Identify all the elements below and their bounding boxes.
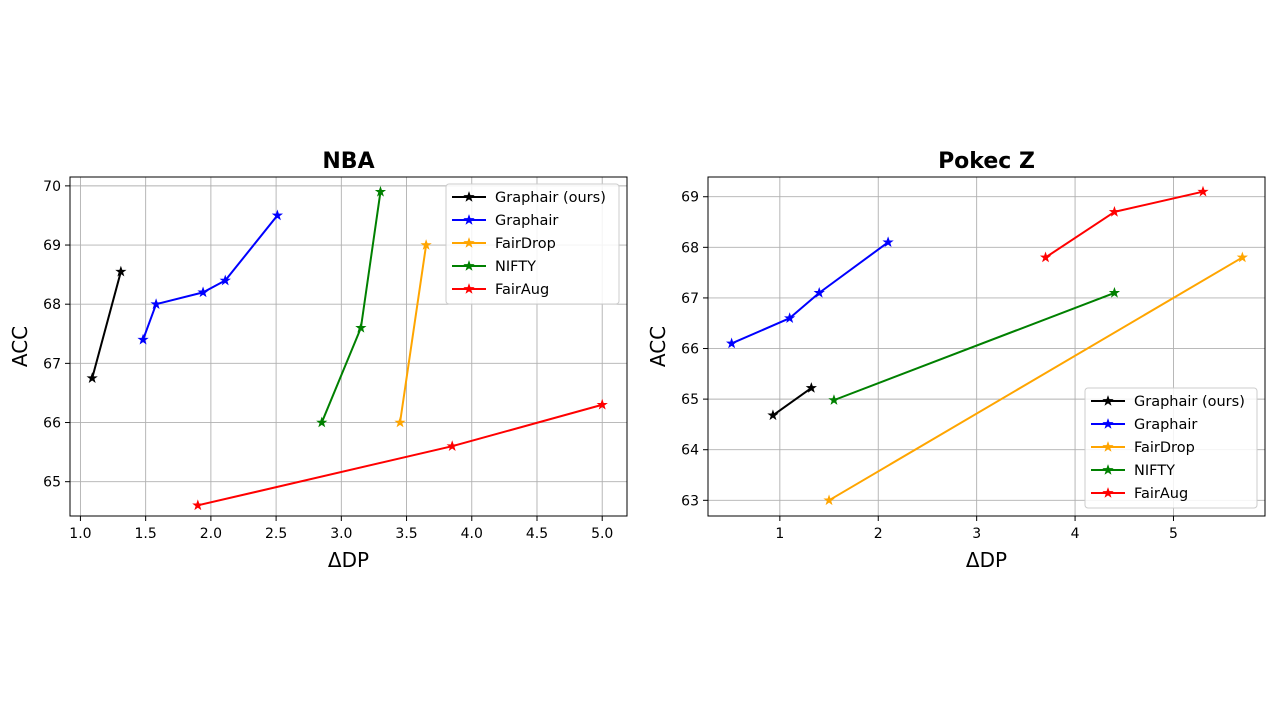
x-tick-label: 1.5 — [135, 526, 157, 542]
x-tick-label: 1 — [775, 526, 784, 542]
axes-frame — [69, 176, 628, 517]
series-line — [832, 291, 1116, 402]
data-point — [1108, 205, 1121, 217]
x-tick-label: 3 — [972, 526, 981, 542]
y-tick-label: 63 — [681, 493, 699, 509]
legend-entry-label: Graphair — [1134, 417, 1197, 433]
legend: Graphair (ours) Graphair FairDrop NIFTY Fair… — [1084, 387, 1258, 509]
x-tick-label: 3.0 — [330, 526, 352, 542]
series-line — [398, 243, 428, 424]
data-point — [882, 236, 894, 248]
data-point — [197, 286, 209, 298]
x-tick-label: 4 — [1071, 526, 1080, 542]
legend-entry-label: Graphair (ours) — [495, 190, 606, 206]
chart-title: NBA — [322, 149, 374, 174]
data-point — [725, 337, 738, 349]
data-point — [316, 416, 328, 428]
y-tick-label: 65 — [43, 475, 61, 491]
x-tick-label: 5 — [1169, 526, 1178, 542]
data-point — [137, 333, 149, 345]
legend-swatch-marker — [463, 191, 475, 202]
data-point — [784, 312, 796, 323]
legend: Graphair (ours) Graphair FairDrop NIFTY Fair… — [445, 183, 620, 305]
legend-entry-label: FairAug — [495, 282, 549, 298]
data-point — [446, 440, 458, 451]
data-point — [394, 416, 406, 428]
y-tick-label: 69 — [43, 238, 61, 254]
data-point — [823, 494, 835, 506]
legend-entry-label: Graphair — [495, 213, 558, 229]
chart-1: 1 2 3 4 5 63 64 65 66 67 68 69 Pokec Z ΔDP ACC Graphair… — [646, 149, 1266, 572]
legend-swatch-marker — [463, 260, 475, 271]
x-axis-label: ΔDP — [328, 548, 369, 572]
data-point — [1108, 286, 1121, 298]
chart-0: 1.0 1.5 2.0 2.5 3.0 3.5 4.0 4.5 5.0 65 66 67 68 69 70 N… — [8, 149, 628, 572]
legend-box — [445, 183, 620, 305]
data-point — [767, 409, 779, 421]
data-point — [420, 239, 432, 250]
y-axis-label: ACC — [8, 326, 32, 367]
y-tick-label: 66 — [681, 342, 699, 358]
x-tick-label: 1.0 — [69, 526, 91, 542]
chart-title: Pokec Z — [938, 149, 1035, 174]
legend-swatch-marker — [1102, 441, 1114, 452]
legend-swatch-marker — [1102, 464, 1114, 475]
data-point — [596, 398, 608, 410]
series-line — [90, 270, 123, 380]
y-tick-label: 66 — [43, 416, 61, 432]
legend-entry-label: Graphair (ours) — [1134, 394, 1245, 410]
legend-box — [1084, 387, 1258, 509]
x-tick-label: 5.0 — [591, 526, 613, 542]
legend-swatch-marker — [1102, 395, 1114, 406]
data-point — [271, 209, 284, 221]
x-tick-label: 2.5 — [265, 526, 287, 542]
series-line — [771, 386, 813, 417]
y-tick-label: 68 — [43, 297, 61, 313]
data-point — [1197, 185, 1209, 197]
data-point — [115, 265, 127, 277]
x-tick-label: 2.0 — [200, 526, 222, 542]
x-tick-label: 4.5 — [526, 526, 548, 542]
data-point — [355, 321, 367, 333]
legend-swatch-marker — [1102, 487, 1114, 498]
y-tick-label: 70 — [43, 179, 61, 195]
data-point — [86, 372, 98, 383]
x-tick-label: 3.5 — [395, 526, 417, 542]
legend-swatch-marker — [463, 283, 475, 294]
data-point — [192, 499, 204, 511]
data-point — [805, 382, 817, 393]
data-point — [1236, 251, 1248, 263]
legend-entry-label: FairDrop — [495, 236, 556, 252]
data-point — [828, 394, 840, 405]
y-tick-label: 64 — [681, 443, 699, 459]
legend-entry-label: NIFTY — [495, 259, 536, 275]
legend-swatch-marker — [463, 214, 475, 225]
y-tick-label: 67 — [43, 356, 61, 372]
x-axis-label: ΔDP — [966, 548, 1007, 572]
data-point — [813, 286, 825, 298]
legend-swatch-marker — [1102, 418, 1114, 429]
y-tick-label: 69 — [681, 190, 699, 206]
series-line — [730, 240, 890, 345]
axes-frame — [707, 176, 1266, 517]
y-tick-label: 68 — [681, 240, 699, 256]
legend-entry-label: FairDrop — [1134, 440, 1195, 456]
legend-swatch-marker — [463, 237, 475, 248]
y-axis-label: ACC — [646, 326, 670, 367]
data-point — [219, 274, 231, 286]
y-tick-label: 65 — [681, 392, 699, 408]
data-point — [1039, 251, 1052, 263]
legend-entry-label: FairAug — [1134, 486, 1188, 502]
data-point — [150, 298, 162, 309]
data-point — [374, 185, 387, 197]
series-line — [827, 256, 1244, 502]
x-tick-label: 4.0 — [461, 526, 483, 542]
x-tick-label: 2 — [874, 526, 883, 542]
y-tick-label: 67 — [681, 291, 699, 307]
legend-entry-label: NIFTY — [1134, 463, 1175, 479]
